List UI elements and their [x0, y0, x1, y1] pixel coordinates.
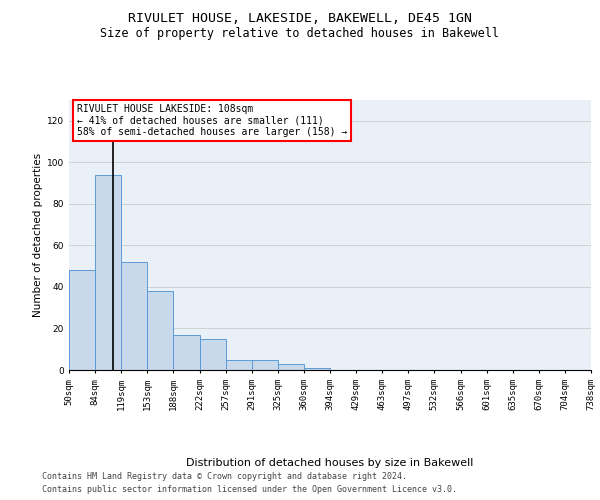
Text: Size of property relative to detached houses in Bakewell: Size of property relative to detached ho… [101, 28, 499, 40]
Text: RIVULET HOUSE LAKESIDE: 108sqm
← 41% of detached houses are smaller (111)
58% of: RIVULET HOUSE LAKESIDE: 108sqm ← 41% of … [77, 104, 347, 137]
Bar [121, 262, 148, 370]
Bar [252, 360, 278, 370]
X-axis label: Distribution of detached houses by size in Bakewell: Distribution of detached houses by size … [187, 458, 473, 468]
Bar [69, 270, 95, 370]
Bar [304, 368, 330, 370]
Bar [148, 291, 173, 370]
Bar [95, 175, 121, 370]
Bar [173, 334, 199, 370]
Bar [226, 360, 252, 370]
Bar [278, 364, 304, 370]
Text: RIVULET HOUSE, LAKESIDE, BAKEWELL, DE45 1GN: RIVULET HOUSE, LAKESIDE, BAKEWELL, DE45 … [128, 12, 472, 26]
Y-axis label: Number of detached properties: Number of detached properties [33, 153, 43, 317]
Bar [199, 339, 226, 370]
Text: Contains public sector information licensed under the Open Government Licence v3: Contains public sector information licen… [42, 484, 457, 494]
Text: Contains HM Land Registry data © Crown copyright and database right 2024.: Contains HM Land Registry data © Crown c… [42, 472, 407, 481]
